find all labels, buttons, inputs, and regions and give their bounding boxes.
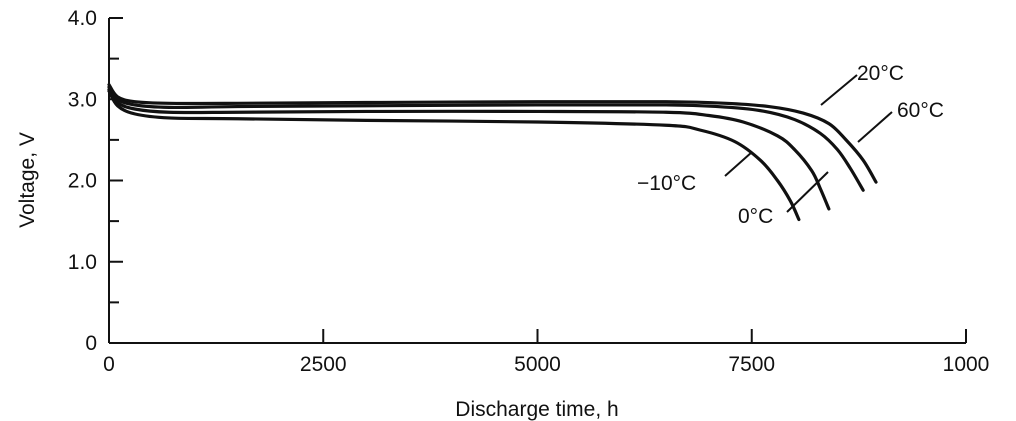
x-tick-label: 0: [103, 353, 115, 376]
y-tick-label: 4.0: [68, 7, 97, 30]
leader-60c: [857, 111, 893, 143]
curve-20c: [107, 83, 878, 184]
y-tick-label: 0: [85, 332, 97, 355]
curves: [107, 83, 878, 222]
plot-area: 0 1.0 2.0 3.0 4.0 0 2500 5000 7500 1000: [68, 7, 990, 376]
x-tick-label: 5000: [514, 353, 561, 376]
curve-60c: [107, 85, 865, 192]
axis-ticks: 0 1.0 2.0 3.0 4.0 0 2500 5000 7500 1000: [68, 7, 990, 376]
y-tick-label: 3.0: [68, 88, 97, 111]
label-leaders: [724, 74, 893, 213]
leader-minus10c: [724, 151, 753, 177]
label-60c: 60°C: [897, 99, 944, 122]
leader-0c: [786, 171, 829, 213]
curve-0c: [107, 87, 831, 211]
x-axis-label: Discharge time, h: [455, 398, 618, 421]
x-tick-label: 7500: [728, 353, 775, 376]
label-20c: 20°C: [857, 62, 904, 85]
y-axis-label: Voltage, V: [16, 132, 39, 228]
x-tick-label: 2500: [300, 353, 347, 376]
leader-20c: [820, 74, 858, 106]
curve-minus10c: [107, 89, 801, 222]
x-tick-label: 1000: [943, 353, 990, 376]
label-0c: 0°C: [738, 205, 773, 228]
y-tick-label: 2.0: [68, 170, 97, 193]
y-tick-label: 1.0: [68, 251, 97, 274]
label-minus10c: −10°C: [637, 172, 696, 195]
